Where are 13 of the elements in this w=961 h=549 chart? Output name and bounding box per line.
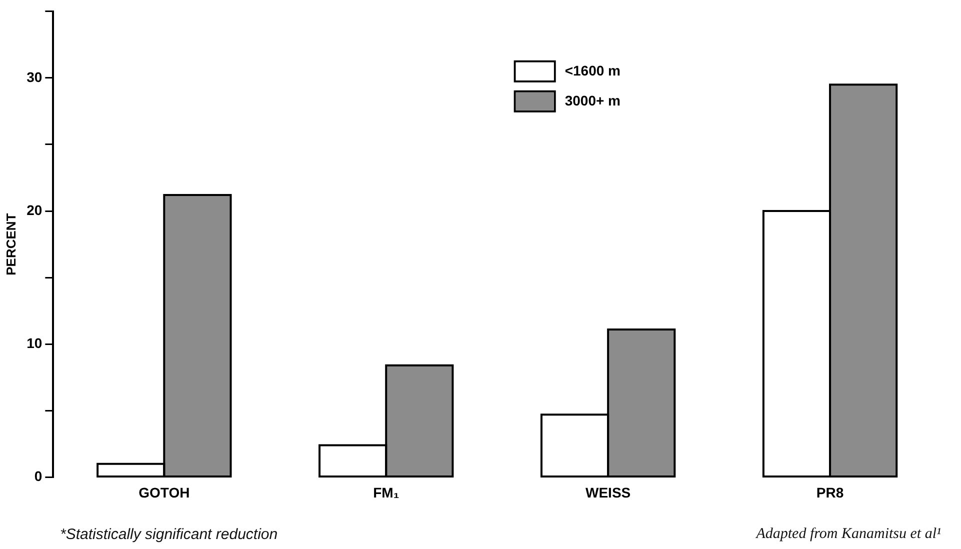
- x-tick-label: PR8: [816, 484, 844, 500]
- legend-label: 3000+ m: [564, 92, 621, 108]
- y-tick-label: 0: [34, 468, 42, 484]
- legend-label: <1600 m: [564, 62, 621, 78]
- y-tick-label: 30: [26, 68, 42, 85]
- y-axis-title: PERCENT: [3, 213, 18, 276]
- y-tick-label: 10: [26, 334, 42, 351]
- x-tick-label: FM₁: [373, 484, 400, 500]
- x-tick-label: WEISS: [586, 484, 631, 500]
- x-tick-label: GOTOH: [138, 484, 190, 500]
- y-tick-label: 20: [26, 202, 42, 218]
- text: Adapted from Kanamitsu et al¹: [756, 526, 941, 543]
- text: *Statistically significant reduction: [60, 526, 278, 543]
